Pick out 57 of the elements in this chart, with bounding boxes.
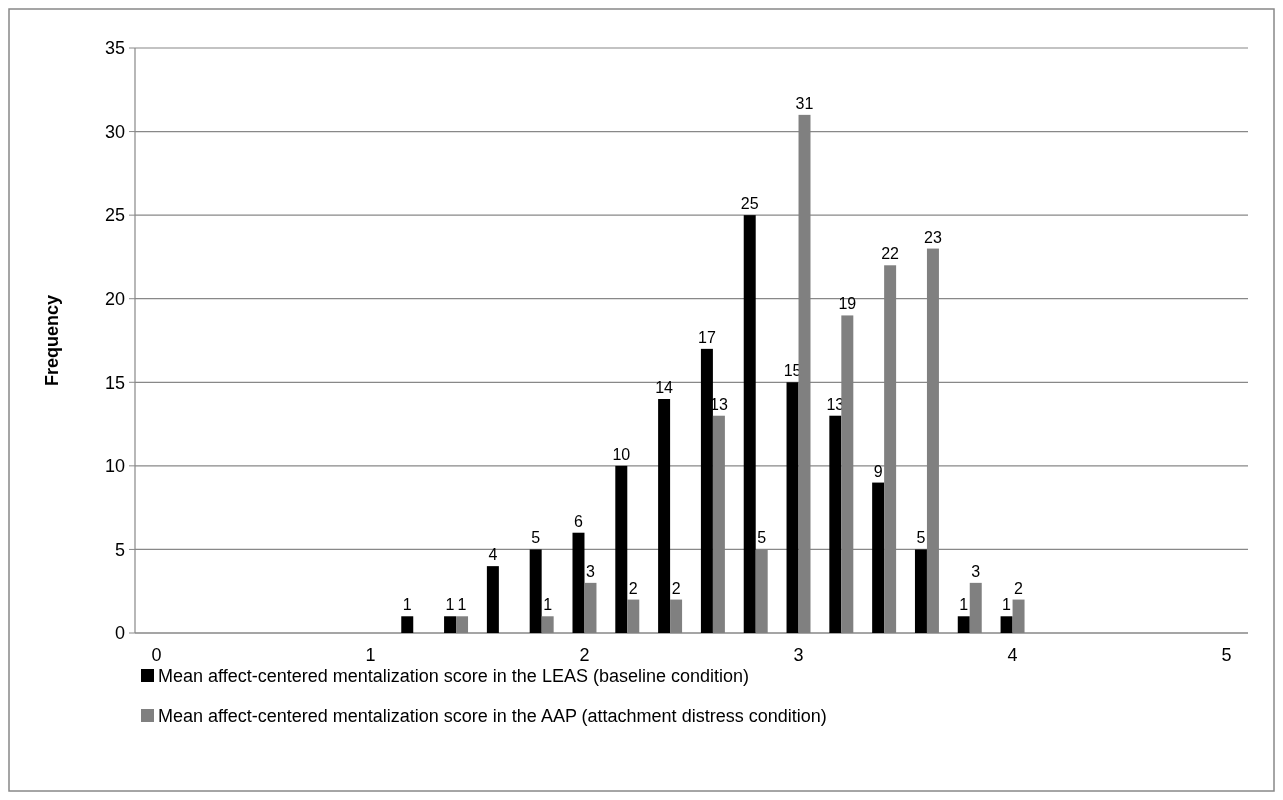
bar [486, 566, 499, 633]
data-label: 1 [457, 596, 467, 614]
data-label: 5 [916, 529, 926, 547]
bar [786, 382, 799, 633]
y-tick-label: 20 [104, 289, 125, 310]
data-label: 3 [586, 562, 596, 580]
x-tick-label: 4 [1007, 645, 1018, 665]
y-axis-title: Frequency [42, 294, 62, 387]
bar [700, 348, 713, 633]
bar [658, 399, 671, 633]
data-label: 6 [574, 512, 584, 530]
y-tick-label: 10 [104, 456, 125, 477]
data-label: 1 [1002, 596, 1012, 614]
bar [401, 616, 414, 633]
bar [872, 482, 885, 633]
data-label: 2 [628, 579, 638, 597]
data-label: 1 [402, 596, 412, 614]
bar [444, 616, 457, 633]
data-label: 31 [795, 94, 814, 112]
y-tick-label: 30 [104, 121, 125, 142]
legend-label: Mean affect-centered mentalization score in the LEAS (baseline condition) [158, 666, 750, 687]
data-label: 4 [488, 546, 498, 564]
y-tick-label: 5 [114, 539, 125, 560]
bar [529, 549, 542, 633]
y-tick-label: 35 [104, 38, 125, 59]
bar [1000, 616, 1013, 633]
bar [743, 215, 756, 633]
data-label: 14 [655, 379, 674, 396]
data-label: 2 [671, 579, 681, 597]
bar [914, 549, 927, 633]
data-label: 3 [971, 562, 981, 580]
data-label: 9 [873, 462, 883, 480]
x-tick-label: 2 [579, 645, 590, 665]
data-label: 22 [881, 245, 900, 263]
y-tick-label: 0 [114, 623, 125, 644]
x-tick-label: 1 [365, 645, 376, 665]
y-tick-label: 15 [104, 372, 125, 393]
bar [957, 616, 970, 633]
data-label: 17 [698, 328, 716, 346]
bar [829, 415, 842, 633]
data-label: 25 [740, 195, 759, 213]
data-label: 5 [757, 529, 767, 547]
data-label: 1 [959, 596, 969, 614]
bar [615, 465, 628, 633]
data-label: 19 [838, 295, 857, 313]
x-tick-label: 0 [151, 645, 162, 665]
data-label: 1 [543, 596, 553, 614]
data-label: 5 [531, 529, 541, 547]
bar [572, 532, 585, 633]
legend-label: Mean affect-centered mentalization score in the AAP (attachment distress condition) [158, 706, 827, 727]
data-label: 1 [445, 596, 455, 614]
data-label: 2 [1014, 579, 1024, 597]
data-label: 23 [924, 228, 942, 246]
y-tick-label: 25 [104, 205, 125, 226]
x-tick-label: 3 [793, 645, 804, 665]
x-tick-label: 5 [1221, 645, 1232, 665]
data-label: 10 [612, 445, 631, 463]
